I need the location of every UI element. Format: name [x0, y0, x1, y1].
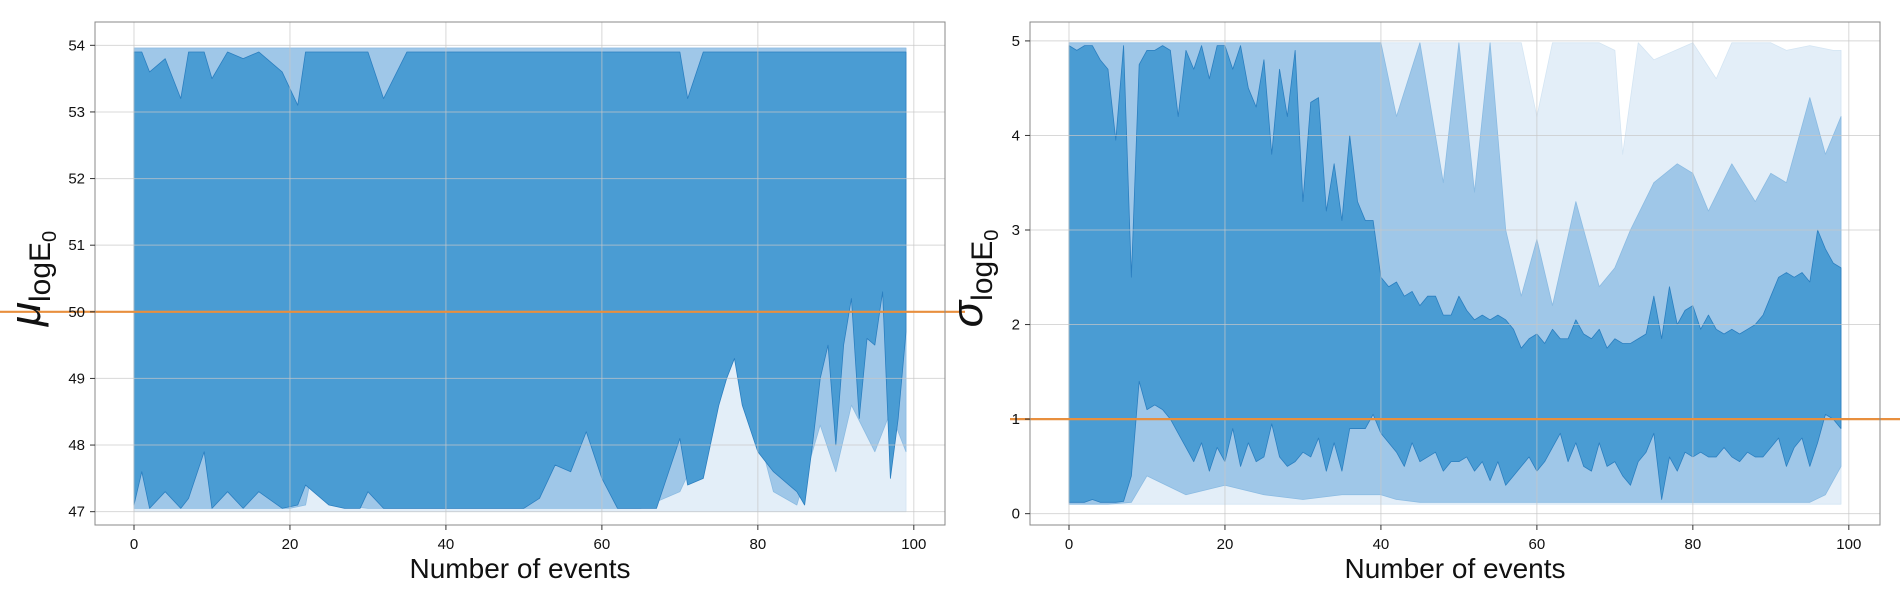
- y-ticks: 0 1 2 3 4 5: [1012, 33, 1030, 523]
- x-axis-label: Number of events: [1345, 553, 1566, 584]
- x-tick-label: 100: [1836, 536, 1861, 553]
- y-tick-label: 4: [1012, 127, 1020, 144]
- y-tick-label: 48: [68, 437, 85, 454]
- y-tick-label: 54: [68, 37, 85, 54]
- y-axis-title-varsub: 0: [981, 230, 1003, 241]
- x-tick-label: 20: [1217, 536, 1234, 553]
- y-tick-label: 3: [1012, 222, 1020, 239]
- y-axis-title-symbol: μ: [1, 302, 50, 327]
- x-tick-label: 0: [130, 536, 138, 553]
- y-axis-title-var: E: [966, 241, 999, 261]
- y-tick-label: 50: [68, 304, 85, 321]
- y-tick-label: 2: [1012, 317, 1020, 334]
- y-tick-label: 5: [1012, 33, 1020, 50]
- x-tick-label: 40: [438, 536, 455, 553]
- y-ticks: 47 48 49 50 51 52 53 54: [68, 37, 95, 521]
- y-tick-label: 51: [68, 237, 85, 254]
- y-axis-title-sub: log: [966, 261, 999, 301]
- axes-frame: [1029, 21, 1881, 526]
- x-tick-label: 20: [282, 536, 299, 553]
- y-tick-label: 47: [68, 504, 85, 521]
- panel-1: 0 20 40 60 80 100 47 48 49 50 51 52 53 54 Number of ev…: [0, 21, 965, 584]
- x-tick-label: 100: [901, 536, 926, 553]
- band-inner: [1068, 45, 1842, 503]
- y-axis-title: μlogE0: [1, 231, 61, 327]
- y-axis-title-varsub: 0: [39, 231, 61, 242]
- x-tick-label: 80: [750, 536, 767, 553]
- axes-frame: [94, 21, 946, 526]
- x-tick-label: 80: [1685, 536, 1702, 553]
- x-ticks: 0 20 40 60 80 100: [1065, 525, 1861, 553]
- x-ticks: 0 20 40 60 80 100: [130, 525, 926, 553]
- y-tick-label: 52: [68, 171, 85, 188]
- band-inner: [133, 51, 907, 509]
- y-tick-label: 53: [68, 104, 85, 121]
- y-axis-title: σlogE0: [943, 230, 1003, 328]
- y-tick-label: 49: [68, 370, 85, 387]
- bands: [133, 47, 907, 513]
- x-tick-label: 60: [1529, 536, 1546, 553]
- x-tick-label: 40: [1373, 536, 1390, 553]
- x-tick-label: 0: [1065, 536, 1073, 553]
- x-tick-label: 60: [594, 536, 611, 553]
- y-tick-label: 0: [1012, 506, 1020, 523]
- x-axis-label: Number of events: [410, 553, 631, 584]
- y-axis-title-symbol: σ: [943, 299, 992, 327]
- y-tick-label: 1: [1012, 411, 1020, 428]
- bands: [1068, 42, 1842, 505]
- y-axis-title-var: E: [24, 242, 57, 262]
- y-axis-title-sub: log: [24, 262, 57, 302]
